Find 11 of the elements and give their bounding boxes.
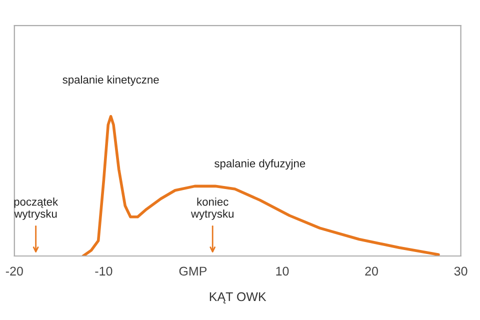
annotation: spalanie dyfuzyjne — [214, 159, 306, 170]
annotation: początek wytrysku — [14, 198, 58, 220]
x-tick-label: -20 — [6, 266, 23, 276]
x-tick-label: 10 — [276, 266, 289, 276]
annotation: spalanie kinetyczne — [62, 75, 159, 86]
x-tick-label: GMP — [179, 266, 207, 276]
annotation: koniec wytrysku — [190, 198, 234, 220]
x-tick-label: 20 — [365, 266, 378, 276]
x-axis-title: KĄT OWK — [210, 292, 266, 304]
x-tick-label: -10 — [95, 266, 112, 276]
x-tick-label: 30 — [454, 266, 468, 276]
